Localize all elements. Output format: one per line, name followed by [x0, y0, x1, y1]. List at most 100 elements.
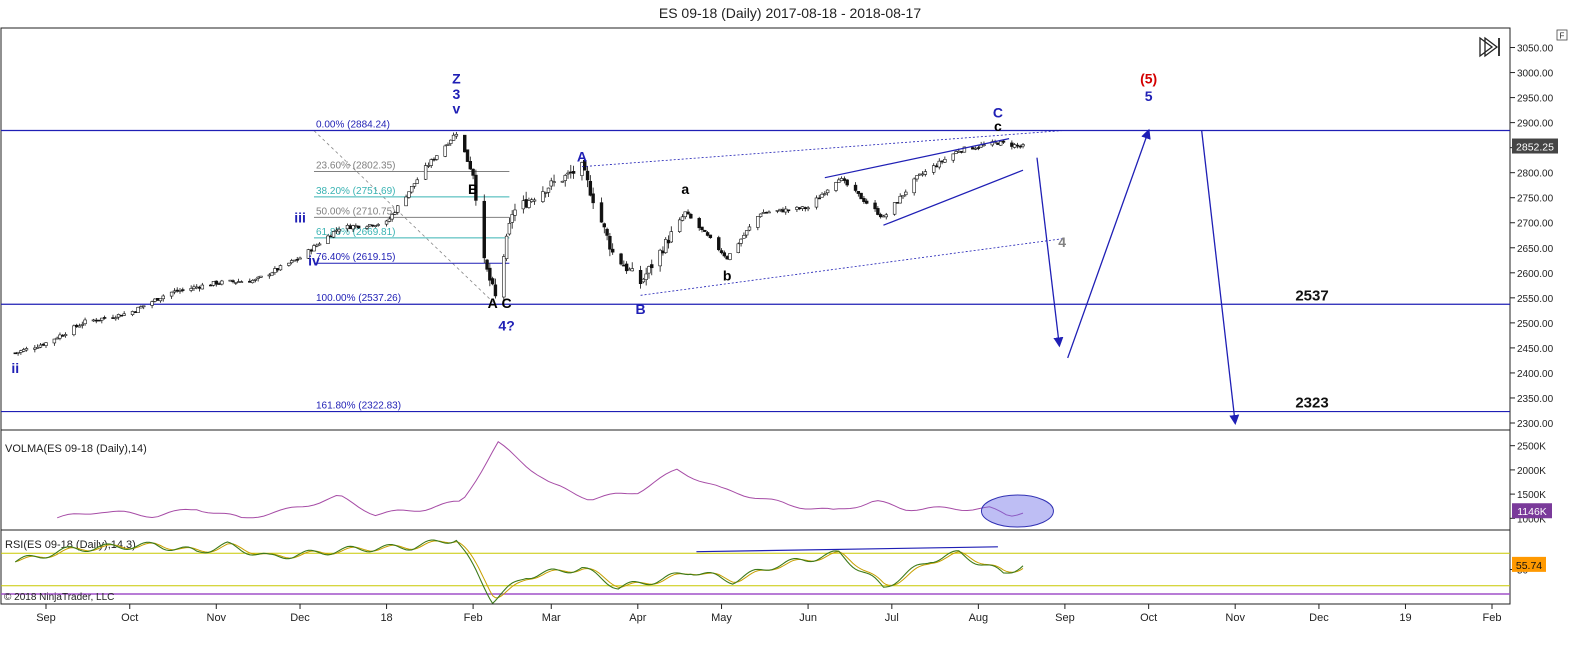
price-candle: [775, 210, 780, 214]
price-candle: [298, 256, 302, 260]
price-candle: [884, 212, 888, 220]
price-candle: [543, 191, 548, 198]
x-tick-label: Mar: [542, 612, 561, 624]
price-candle: [549, 177, 553, 190]
price-candle: [865, 198, 869, 205]
wave-label: 4: [1058, 234, 1066, 250]
price-candle: [898, 193, 902, 204]
price-candle: [454, 131, 459, 139]
wave-label: C: [993, 105, 1003, 121]
rsi-current-badge: 55.74: [1512, 556, 1546, 572]
price-candle: [102, 315, 107, 320]
price-candle: [683, 211, 687, 220]
price-candle: [409, 186, 414, 194]
price-candle: [315, 243, 319, 248]
x-tick-label: Dec: [290, 612, 310, 624]
price-candle: [767, 210, 771, 214]
rsi-signal-line: [15, 540, 1024, 599]
price-candle: [814, 195, 819, 210]
x-tick-label: Feb: [1483, 612, 1502, 624]
price-candle: [250, 279, 255, 284]
y-tick-label: 2750.00: [1517, 194, 1554, 205]
price-candle: [396, 205, 400, 215]
x-tick-label: Jun: [799, 612, 817, 624]
volma-line: [57, 440, 1024, 519]
price-candle: [943, 156, 947, 164]
price-candle: [876, 206, 880, 216]
price-panel[interactable]: [0, 27, 1511, 431]
price-candle: [228, 279, 232, 282]
price-candle: [387, 216, 392, 223]
price-candle: [35, 344, 40, 349]
rsi-line: [14, 539, 1024, 605]
price-candle: [504, 233, 509, 262]
y-tick-label: 2300.00: [1517, 419, 1554, 430]
price-candle: [931, 163, 936, 175]
wave-label: iv: [308, 252, 320, 268]
price-candle: [488, 263, 492, 287]
copyright-text: © 2018 NinjaTrader, LLC: [4, 592, 114, 603]
price-candle: [471, 168, 475, 180]
rsi-panel[interactable]: [0, 529, 1511, 605]
price-candle: [114, 315, 118, 321]
price-candle: [292, 259, 297, 262]
price-candle: [326, 234, 330, 244]
wave-label: Z: [452, 71, 461, 87]
price-candle: [356, 225, 361, 229]
price-candle: [312, 243, 316, 252]
volma-panel[interactable]: [0, 429, 1511, 531]
y-tick-label: 3050.00: [1517, 44, 1554, 55]
key-level-label: 2323: [1295, 394, 1328, 411]
y-tick-label: 2450.00: [1517, 344, 1554, 355]
price-candle: [638, 265, 643, 289]
volma-y-tick-label: 1500K: [1517, 490, 1546, 501]
price-candle: [686, 209, 690, 216]
price-candle: [474, 169, 478, 206]
price-candle: [465, 149, 470, 162]
price-candle: [624, 261, 629, 274]
rsi-current-label: 55.74: [1516, 560, 1542, 572]
price-candle: [552, 174, 556, 187]
price-candle: [390, 212, 394, 222]
price-candle: [482, 194, 486, 263]
upper-channel-line: [581, 130, 1063, 168]
price-candle: [365, 225, 369, 230]
price-candle: [493, 278, 498, 299]
current-price-label: 2852.25: [1516, 142, 1554, 154]
projection-arrow: [1201, 130, 1240, 425]
price-candle: [139, 305, 143, 309]
price-candle: [560, 180, 565, 183]
price-candle: [817, 194, 821, 200]
price-candle: [63, 332, 68, 338]
price-candle: [644, 267, 648, 286]
price-candle: [859, 192, 863, 200]
price-candle: [742, 232, 746, 239]
price-candle: [937, 158, 941, 170]
price-candle: [331, 231, 336, 239]
price-candle: [677, 217, 682, 233]
price-candle: [337, 226, 341, 235]
price-candle: [44, 342, 48, 349]
price-candle: [295, 256, 299, 263]
price-candle: [728, 253, 732, 261]
price-candle: [55, 336, 59, 340]
scroll-to-end-button[interactable]: [1476, 36, 1502, 58]
price-candle: [697, 216, 701, 231]
y-tick-label: 2800.00: [1517, 169, 1554, 180]
wave-label: ii: [11, 360, 19, 376]
price-candle: [541, 186, 545, 204]
price-candle: [736, 242, 740, 254]
current-price-badge: 2852.25: [1512, 138, 1558, 154]
price-candle: [256, 275, 260, 282]
wave-label: A: [577, 149, 587, 165]
price-candle: [1018, 144, 1022, 149]
price-candle: [669, 226, 673, 243]
price-candle: [423, 162, 428, 180]
price-candle: [351, 224, 355, 232]
price-candle: [270, 271, 274, 276]
wave-label: B: [636, 301, 646, 317]
f-button[interactable]: F: [1556, 29, 1568, 41]
y-tick-label: 2500.00: [1517, 319, 1554, 330]
diagonal-upper-line: [824, 138, 1010, 179]
diagonal-lower-line: [883, 169, 1024, 226]
